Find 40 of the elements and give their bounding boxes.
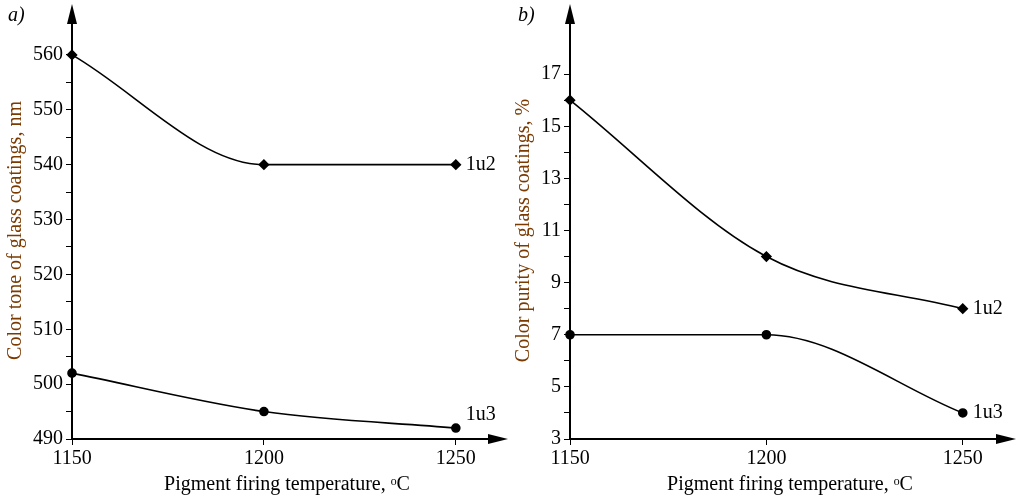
series-label: 1u3 (972, 400, 1003, 423)
x-tick-label: 1250 (942, 446, 983, 469)
chart-title: b) (518, 3, 535, 27)
x-tick-label: 1200 (243, 446, 284, 469)
point (761, 251, 772, 262)
point (957, 303, 969, 314)
y-tick-label: 560 (33, 42, 63, 65)
y-tick-label: 15 (541, 113, 561, 136)
y-tick-label: 5 (551, 374, 561, 397)
point (450, 159, 462, 170)
x-tick-label: 1150 (550, 446, 590, 469)
y-tick-label: 13 (541, 165, 561, 188)
y-tick-label: 550 (33, 97, 63, 120)
x-axis-title: Pigment firing temperature, ᵒC (164, 472, 410, 496)
x-tick-label: 1250 (435, 446, 476, 469)
x-tick-label: 1200 (746, 446, 787, 469)
point (957, 408, 968, 418)
point (761, 329, 772, 340)
point (451, 423, 461, 433)
point (259, 406, 269, 417)
y-tick-label: 3 (551, 426, 561, 449)
series-label: 1u2 (972, 295, 1003, 318)
y-tick-label: 520 (33, 261, 63, 284)
point (258, 159, 270, 170)
y-tick-label: 9 (551, 269, 561, 292)
y-tick-label: 490 (33, 426, 63, 449)
y-tick-label: 17 (541, 61, 561, 84)
y-tick-label: 500 (33, 371, 63, 394)
y-tick-label: 540 (33, 151, 63, 174)
y-tick-label: 510 (33, 316, 63, 339)
series-label: 1u2 (465, 151, 496, 174)
y-tick-label: 11 (541, 217, 561, 240)
y-tick-label: 7 (551, 322, 561, 344)
x-tick-label: 1150 (52, 446, 92, 469)
y-tick-label: 530 (33, 206, 63, 229)
y-axis-title: Color tone of glass coatings, nm (3, 100, 27, 360)
series-label: 1u3 (465, 402, 496, 425)
chart-title: a) (8, 3, 25, 27)
y-axis-title: Color purity of glass coatings, % (511, 98, 535, 363)
x-axis-title: Pigment firing temperature, ᵒC (667, 472, 913, 496)
